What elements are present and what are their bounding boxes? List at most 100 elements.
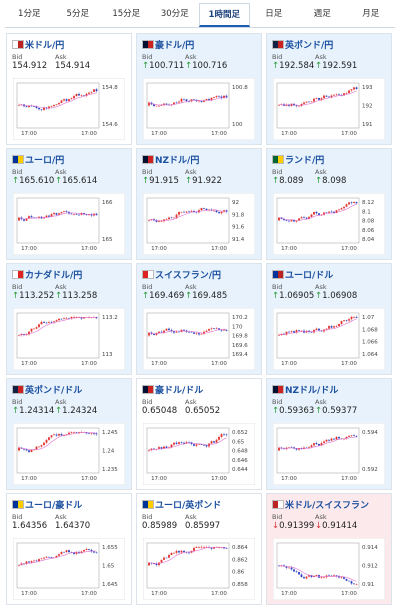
mini-chart: 166 165 17:00 17:00 — [13, 193, 125, 255]
tab[interactable]: 週足 — [313, 9, 331, 19]
chart-bg — [273, 193, 385, 255]
tab[interactable]: 月足 — [362, 9, 380, 19]
bid-value: 1.64356 — [12, 521, 47, 531]
x-tick-label: 17:00 — [281, 361, 297, 367]
candle-body — [85, 549, 88, 551]
rate-cell[interactable]: NZドル/円 Bid Ask ↑91.915 ↑91.922 92 91.8 91.6 91.4… — [136, 148, 262, 260]
candle-body — [335, 326, 338, 327]
candle-body — [315, 328, 318, 330]
candle-body — [155, 563, 158, 566]
candle-body — [298, 218, 300, 221]
candle-body — [323, 95, 325, 99]
chart-bg — [13, 193, 125, 255]
candle-body — [158, 105, 160, 107]
candle-body — [313, 98, 315, 102]
candle-body — [95, 89, 98, 92]
ask-price: 0.85997 — [185, 521, 221, 531]
candle-body — [88, 92, 90, 94]
bid-price: 0.91399 — [279, 521, 315, 531]
y-tick-label: 0.914 — [362, 545, 378, 551]
candle-body — [225, 210, 228, 212]
candle-body — [65, 211, 68, 213]
candle-body — [213, 441, 215, 443]
moving-average — [278, 318, 357, 336]
candle-body — [350, 581, 353, 584]
moving-average — [148, 209, 227, 222]
x-tick-label: 17:00 — [211, 476, 227, 482]
candle-body — [165, 557, 168, 559]
candle-body — [168, 328, 170, 331]
tab[interactable]: 30分足 — [160, 9, 189, 19]
rate-cell[interactable]: 豪ドル/円 Bid Ask ↑100.711 ↑100.716 100.8 100 17:00… — [136, 33, 262, 145]
candle-body — [78, 93, 80, 96]
rate-cell[interactable]: NZドル/ドル Bid Ask ↑0.59363 ↑0.59377 0.594 0.592 1… — [266, 378, 392, 490]
candle-body — [58, 318, 60, 321]
candle-body — [293, 219, 295, 222]
y-tick-label: 113.2 — [102, 315, 118, 321]
candle-body — [225, 95, 228, 98]
rate-cell[interactable]: 豪ドル/ドル Bid Ask 0.65048 0.65052 0.652 0.65 0.648… — [136, 378, 262, 490]
candle-body — [180, 550, 183, 553]
rate-cell[interactable]: 英ポンド/円 Bid Ask ↑192.584 ↑192.591 193 192 191 17:… — [266, 33, 392, 145]
ask-price: 113.258 — [62, 291, 98, 301]
candle-body — [208, 329, 210, 331]
ask-price: 91.922 — [192, 176, 222, 186]
candle-body — [70, 317, 73, 319]
plot-frame — [276, 82, 360, 129]
trend-arrow: ↑ — [315, 291, 323, 301]
tab[interactable]: 5分足 — [66, 9, 89, 19]
tab[interactable]: 15分足 — [112, 9, 141, 19]
candle-body — [53, 321, 55, 323]
y-tick-label: 0.86 — [232, 570, 245, 576]
rate-cell[interactable]: ユーロ/ドル Bid Ask ↑1.06905 ↑1.06908 1.07 1.068 1.0… — [266, 263, 392, 375]
tab[interactable]: 日足 — [265, 9, 283, 19]
candle-body — [78, 432, 80, 433]
candle-body — [178, 442, 180, 444]
candle-body — [353, 583, 355, 585]
rate-cell[interactable]: ユーロ/円 Bid Ask ↑165.610 ↑165.614 166 165 17:00 17… — [6, 148, 132, 260]
candle-body — [220, 434, 223, 437]
rate-cell[interactable]: ユーロ/豪ドル Bid Ask 1.64356 1.64370 1.655 1.65 1.64… — [6, 493, 132, 605]
candle-body — [178, 551, 180, 553]
candle-body — [350, 317, 353, 320]
rate-cell[interactable]: カナダドル/円 Bid Ask ↑113.252 ↑113.258 113.2 113 17:… — [6, 263, 132, 375]
candle-body — [328, 326, 330, 329]
ask-label: Ask — [315, 168, 327, 176]
candle-body — [180, 442, 183, 443]
y-tick-label: 1.245 — [102, 430, 118, 436]
candle-body — [80, 95, 83, 96]
candle-body — [213, 547, 215, 549]
bid-value: ↑91.915 — [142, 176, 179, 186]
candle-body — [73, 552, 75, 554]
rate-cell[interactable]: スイスフラン/円 Bid Ask ↑169.469 ↑169.485 170.2 170 16… — [136, 263, 262, 375]
mini-chart: 100.8 100 17:00 17:00 — [143, 78, 255, 140]
candle-body — [333, 211, 335, 214]
candle-body — [355, 87, 358, 89]
rate-cell[interactable]: 米ドル/スイスフラン Bid Ask ↓0.91399 ↓0.91414 0.914 0.9… — [266, 493, 392, 605]
candle-body — [23, 563, 25, 565]
bid-value: ↑8.089 — [272, 176, 303, 186]
y-tick-label: 8.1 — [362, 209, 371, 215]
pair-name: 英ポンド/ドル — [25, 386, 83, 396]
rate-cell[interactable]: ランド/円 Bid Ask ↑8.089 ↑8.098 8.12 8.1 8.08 8.06 8.… — [266, 148, 392, 260]
candle-body — [175, 442, 178, 444]
tab[interactable]: 1分足 — [18, 9, 41, 19]
candle-body — [183, 550, 185, 552]
rate-cell[interactable]: 英ポンド/ドル Bid Ask ↑1.24314 ↑1.24324 1.245 1.24 1.… — [6, 378, 132, 490]
candle-body — [200, 100, 203, 102]
pair-name: スイスフラン/円 — [155, 271, 222, 281]
rate-cell[interactable]: ユーロ/英ポンド Bid Ask 0.85989 0.85997 0.864 0.862 0.… — [136, 493, 262, 605]
candle-body — [48, 215, 50, 217]
candle-body — [175, 102, 178, 104]
tab[interactable]: 1時間足 — [199, 3, 250, 27]
candle-body — [165, 219, 168, 220]
candle-body — [213, 210, 215, 212]
candle-body — [288, 567, 290, 569]
mini-chart: 1.655 1.65 1.645 17:00 17:00 — [13, 538, 125, 600]
candle-body — [50, 557, 53, 559]
candle-body — [188, 331, 190, 333]
candle-body — [73, 432, 75, 433]
rate-cell[interactable]: 米ドル/円 Bid Ask 154.912 154.914 154.8 154.6 17:00… — [6, 33, 132, 145]
candle-body — [318, 97, 320, 100]
bid-price: 192.584 — [279, 61, 315, 71]
